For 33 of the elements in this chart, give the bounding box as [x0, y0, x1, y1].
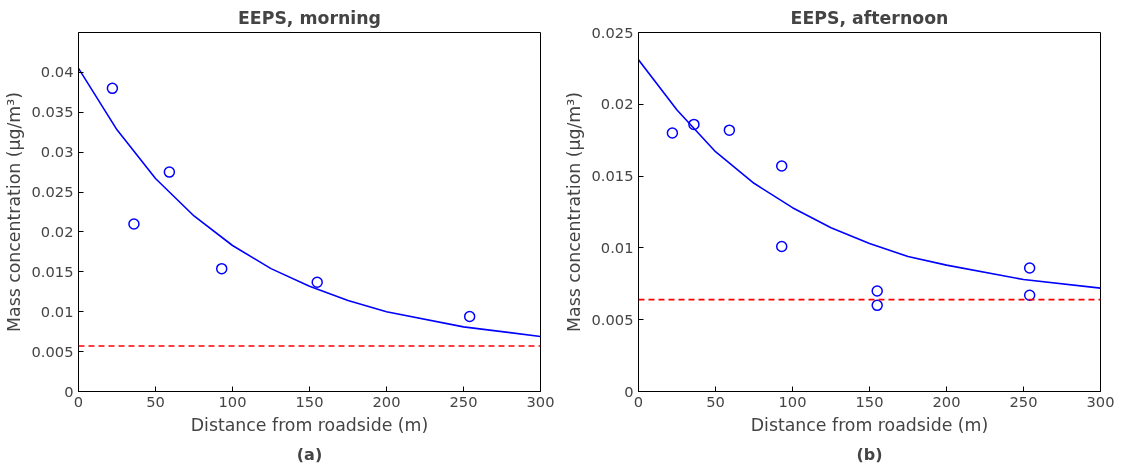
x-tick-label: 250: [1009, 392, 1038, 410]
y-tick-label: 0.015: [31, 262, 74, 280]
y-tick-label: 0.025: [31, 183, 74, 201]
x-tick-label: 150: [855, 392, 884, 410]
text: (a): [296, 444, 323, 464]
y-tick-label: 0.005: [591, 310, 634, 328]
chart-title: EEPS, afternoon: [790, 7, 949, 28]
x-tick-label: 50: [146, 392, 165, 410]
y-tick-label: 0.04: [40, 63, 74, 81]
x-tick-label: 300: [526, 392, 555, 410]
y-tick-label: 0.02: [40, 222, 74, 240]
x-tick-label: 100: [218, 392, 247, 410]
chart-title: EEPS, morning: [238, 7, 381, 28]
y-tick-label: 0.035: [31, 103, 74, 121]
x-tick-label: 50: [706, 392, 725, 410]
x-axis-title: Distance from roadside (m): [750, 414, 989, 435]
x-tick-label: 250: [449, 392, 478, 410]
y-tick-label: 0.015: [591, 167, 634, 185]
x-tick-label: 200: [932, 392, 961, 410]
x-tick-label: 100: [778, 392, 807, 410]
y-tick-label: 0.01: [600, 238, 634, 256]
x-tick-label: 300: [1086, 392, 1115, 410]
y-tick-label: 0.01: [40, 302, 74, 320]
y-axis-title: Mass concentration (µg/m³): [3, 92, 24, 332]
text: (b): [856, 444, 883, 464]
y-tick-label: 0.005: [31, 342, 74, 360]
x-axis-title: Distance from roadside (m): [190, 414, 429, 435]
y-tick-label: 0.02: [600, 95, 634, 113]
x-tick-label: 200: [372, 392, 401, 410]
x-tick-label: 150: [295, 392, 324, 410]
y-tick-label: 0.025: [591, 23, 634, 41]
y-tick-label: 0.03: [40, 143, 74, 161]
y-axis-title: Mass concentration (µg/m³): [563, 92, 584, 332]
